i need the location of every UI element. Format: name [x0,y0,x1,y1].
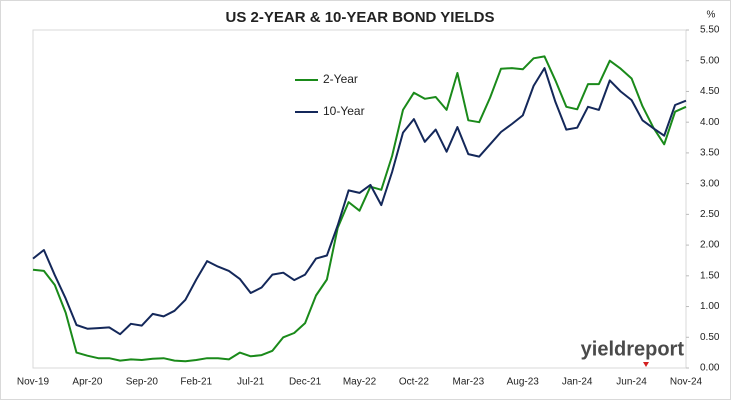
y-tick-label: 5.50 [700,25,720,36]
x-tick-label: Dec-21 [289,377,322,388]
x-tick-label: Aug-23 [507,377,540,388]
y-tick-label: 0.50 [700,332,720,343]
x-tick-label: May-22 [343,377,377,388]
y-tick-label: 4.50 [700,86,720,97]
x-tick-label: Mar-23 [452,377,484,388]
x-tick-label: Apr-20 [72,377,102,388]
y-tick-label: 2.00 [700,240,720,251]
logo: yieldreport [581,338,685,360]
x-tick-label: Sep-20 [126,377,159,388]
series-line [32,55,687,363]
x-tick-label: Nov-19 [17,377,50,388]
y-tick-label: 1.00 [700,301,720,312]
y-tick-label: 3.00 [700,178,720,189]
x-tick-label: Oct-22 [399,377,429,388]
x-tick-label: Jan-24 [562,377,593,388]
legend-label: 2-Year [323,72,358,86]
y-tick-label: 0.00 [700,363,720,374]
y-tick-label: 2.50 [700,209,720,220]
x-tick-label: Feb-21 [180,377,212,388]
y-tick-label: 4.00 [700,117,720,128]
logo-mark [643,362,649,367]
series-line [32,67,687,336]
y-tick-label: 1.50 [700,270,720,281]
x-tick-label: Jun-24 [616,377,647,388]
chart-title: US 2-YEAR & 10-YEAR BOND YIELDS [226,9,495,26]
y-tick-label: 3.50 [700,148,720,159]
x-tick-label: Nov-24 [670,377,703,388]
y-tick-label: 5.00 [700,55,720,66]
y-unit: % [707,10,716,21]
x-tick-label: Jul-21 [237,377,265,388]
legend-label: 10-Year [323,104,365,118]
plot-area [32,29,687,369]
